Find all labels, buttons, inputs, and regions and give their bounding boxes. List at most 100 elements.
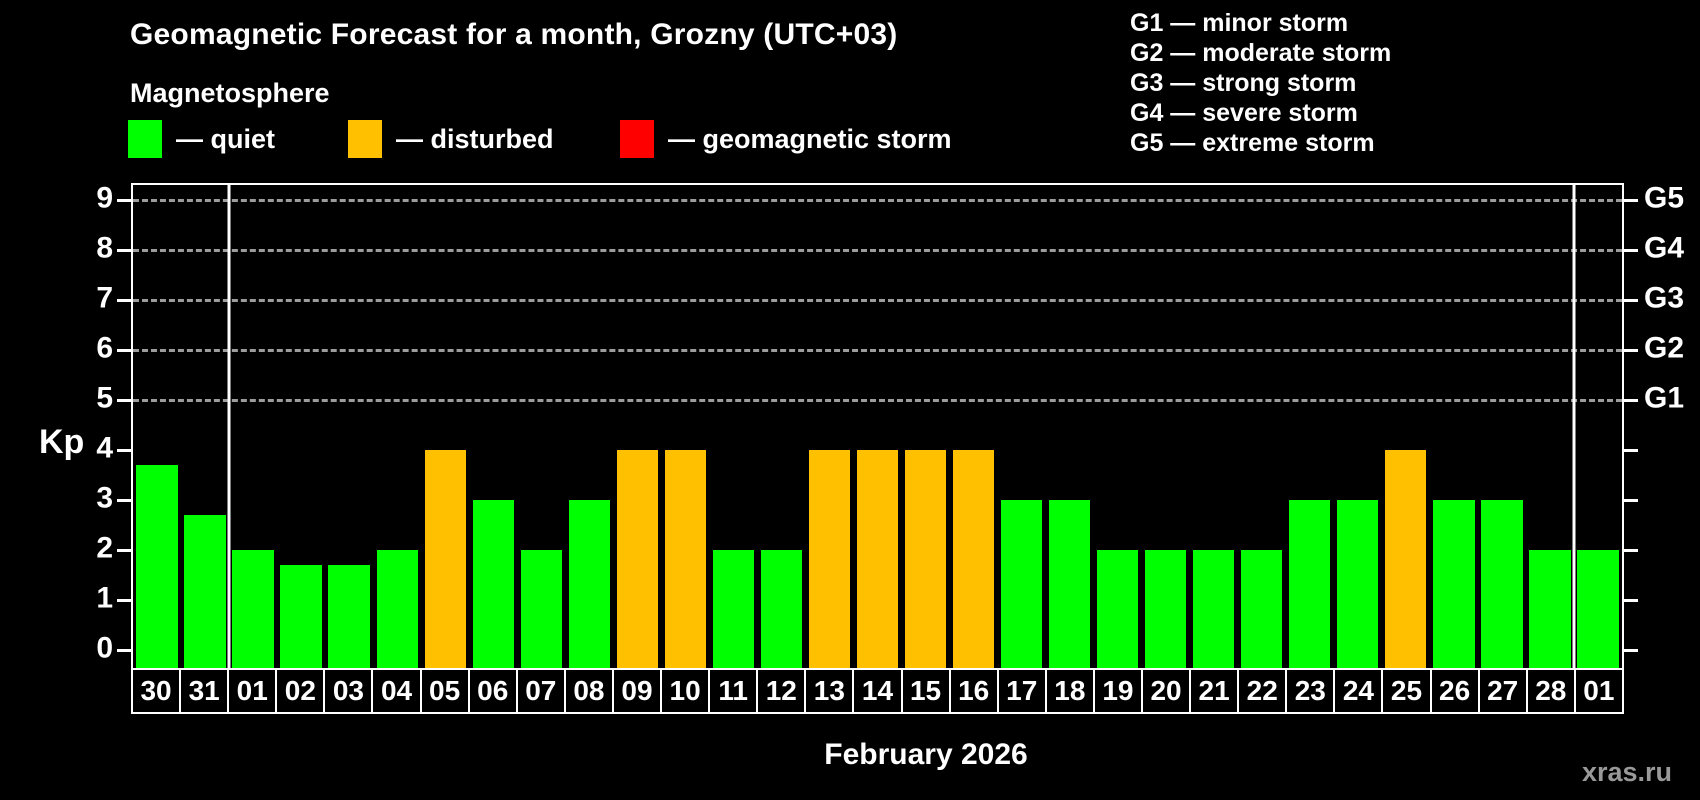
right-axis-label-G4: G4 [1644, 231, 1685, 265]
chart-title: Geomagnetic Forecast for a month, Grozny… [130, 18, 898, 51]
bar-day-17 [1000, 500, 1043, 668]
month-separator [227, 185, 231, 668]
x-axis-day-label: 24 [1335, 670, 1384, 712]
y-axis-tick-label-2: 2 [96, 531, 113, 565]
bar-day-31 [184, 515, 226, 668]
x-axis-day-label: 02 [277, 670, 326, 712]
g-legend-line-5: G5 — extreme storm [1130, 129, 1375, 157]
bar-day-10 [664, 450, 706, 668]
x-axis-day-label: 26 [1432, 670, 1480, 712]
y-axis-tick-4 [117, 448, 131, 452]
bar-day-24 [1337, 500, 1379, 668]
x-axis-day-label: 12 [758, 670, 807, 712]
bar-day-07 [520, 550, 562, 668]
right-axis-tick-2 [1624, 548, 1638, 552]
bar-day-30 [136, 465, 178, 668]
x-axis-day-label: 23 [1287, 670, 1336, 712]
x-axis-day-label: 08 [566, 670, 614, 712]
y-axis-tick-label-8: 8 [96, 231, 113, 265]
gridline-kp8 [133, 248, 1622, 252]
right-axis-label-G5: G5 [1644, 181, 1685, 215]
y-axis-tick-label-4: 4 [96, 431, 113, 465]
x-axis-day-label: 01 [229, 670, 278, 712]
legend-label-quiet: — quiet [176, 123, 275, 154]
bar-day-21 [1193, 550, 1235, 668]
y-axis-tick-1 [117, 598, 131, 602]
y-axis-tick-9 [117, 198, 131, 202]
legend-swatch-disturbed-icon [348, 120, 382, 158]
bar-day-06 [472, 500, 514, 668]
bar-day-13 [808, 450, 851, 668]
y-axis-tick-2 [117, 548, 131, 552]
plot-area: Kp 0 1 2 3 4 5 6 7 8 9 G1 G2 G3 G4 G5 [39, 182, 1684, 668]
y-axis-tick-6 [117, 348, 131, 352]
legend-item-storm: — geomagnetic storm [620, 120, 952, 158]
legend-swatch-quiet-icon [128, 120, 162, 158]
right-axis-tick-9 [1624, 198, 1638, 202]
bar-day-16 [952, 450, 995, 668]
y-axis-tick-label-3: 3 [96, 481, 113, 515]
x-axis-day-label: 04 [373, 670, 422, 712]
x-axis-day-label: 05 [422, 670, 470, 712]
y-axis-tick-7 [117, 298, 131, 302]
x-axis-day-label: 06 [470, 670, 518, 712]
legend-label-storm: — geomagnetic storm [668, 123, 952, 154]
bar-day-14 [856, 450, 899, 668]
bar-day-05 [424, 450, 466, 668]
right-axis-tick-8 [1624, 248, 1638, 252]
x-axis-day-label: 11 [710, 670, 759, 712]
g-scale-legend: G1 — minor storm G2 — moderate storm G3 — … [1130, 8, 1391, 158]
bar-day-01 [232, 550, 274, 668]
bar-day-26 [1433, 500, 1475, 668]
x-axis-label-row: 30 31 01 02 03 04 05 06 07 08 09 10 11 12 13 14 15 16 17 18… [131, 668, 1624, 714]
x-axis-day-label: 30 [133, 670, 182, 712]
gridline-kp9 [133, 198, 1622, 202]
y-axis-tick-8 [117, 248, 131, 252]
right-axis-tick-7 [1624, 298, 1638, 302]
bar-day-27 [1481, 500, 1523, 668]
bar-day-18 [1048, 500, 1091, 668]
right-axis-tick-1 [1624, 598, 1638, 602]
bar-day-28 [1529, 550, 1571, 668]
legend-item-quiet: — quiet [128, 120, 275, 158]
bar-day-20 [1145, 550, 1187, 668]
bar-day-09 [616, 450, 658, 668]
watermark: xras.ru [1581, 757, 1672, 787]
month-separator [1572, 185, 1576, 668]
x-axis-day-label: 03 [325, 670, 374, 712]
chart-subtitle: Magnetosphere [130, 78, 330, 108]
x-axis-day-label: 21 [1191, 670, 1240, 712]
right-axis-label-G3: G3 [1644, 281, 1685, 315]
gridline-kp6 [133, 348, 1622, 352]
right-axis-tick-6 [1624, 348, 1638, 352]
right-axis-label-G2: G2 [1644, 331, 1685, 365]
legend-label-disturbed: — disturbed [396, 123, 554, 154]
x-axis-day-label: 14 [854, 670, 903, 712]
bar-day-04 [376, 550, 418, 668]
bar-day-11 [712, 550, 755, 668]
x-axis-day-label: 18 [1047, 670, 1095, 712]
g-legend-line-4: G4 — severe storm [1130, 99, 1358, 127]
x-axis-day-label: 28 [1528, 670, 1576, 712]
x-axis-day-label: 20 [1143, 670, 1192, 712]
y-axis-tick-label-5: 5 [96, 381, 113, 415]
bar-day-12 [760, 550, 803, 668]
y-axis-tick-label-0: 0 [96, 631, 113, 665]
x-axis-day-label: 25 [1383, 670, 1432, 712]
g-legend-line-2: G2 — moderate storm [1130, 39, 1392, 67]
x-axis-day-label: 13 [806, 670, 855, 712]
right-axis-tick-4 [1624, 448, 1638, 452]
right-axis-tick-5 [1624, 398, 1638, 402]
bar-day-02 [280, 565, 322, 668]
g-legend-line-3: G3 — strong storm [1130, 69, 1357, 97]
y-axis-tick-label-1: 1 [96, 581, 113, 615]
legend-item-disturbed: — disturbed [348, 120, 554, 158]
bar-day-03 [328, 565, 370, 668]
right-axis-tick-3 [1624, 498, 1638, 502]
x-axis-day-label: 07 [518, 670, 566, 712]
bar-day-25 [1385, 450, 1427, 668]
bar-day-01 [1577, 550, 1619, 668]
x-axis-day-label: 31 [181, 670, 230, 712]
right-axis-label-G1: G1 [1644, 381, 1685, 415]
x-axis-day-label: 09 [614, 670, 663, 712]
